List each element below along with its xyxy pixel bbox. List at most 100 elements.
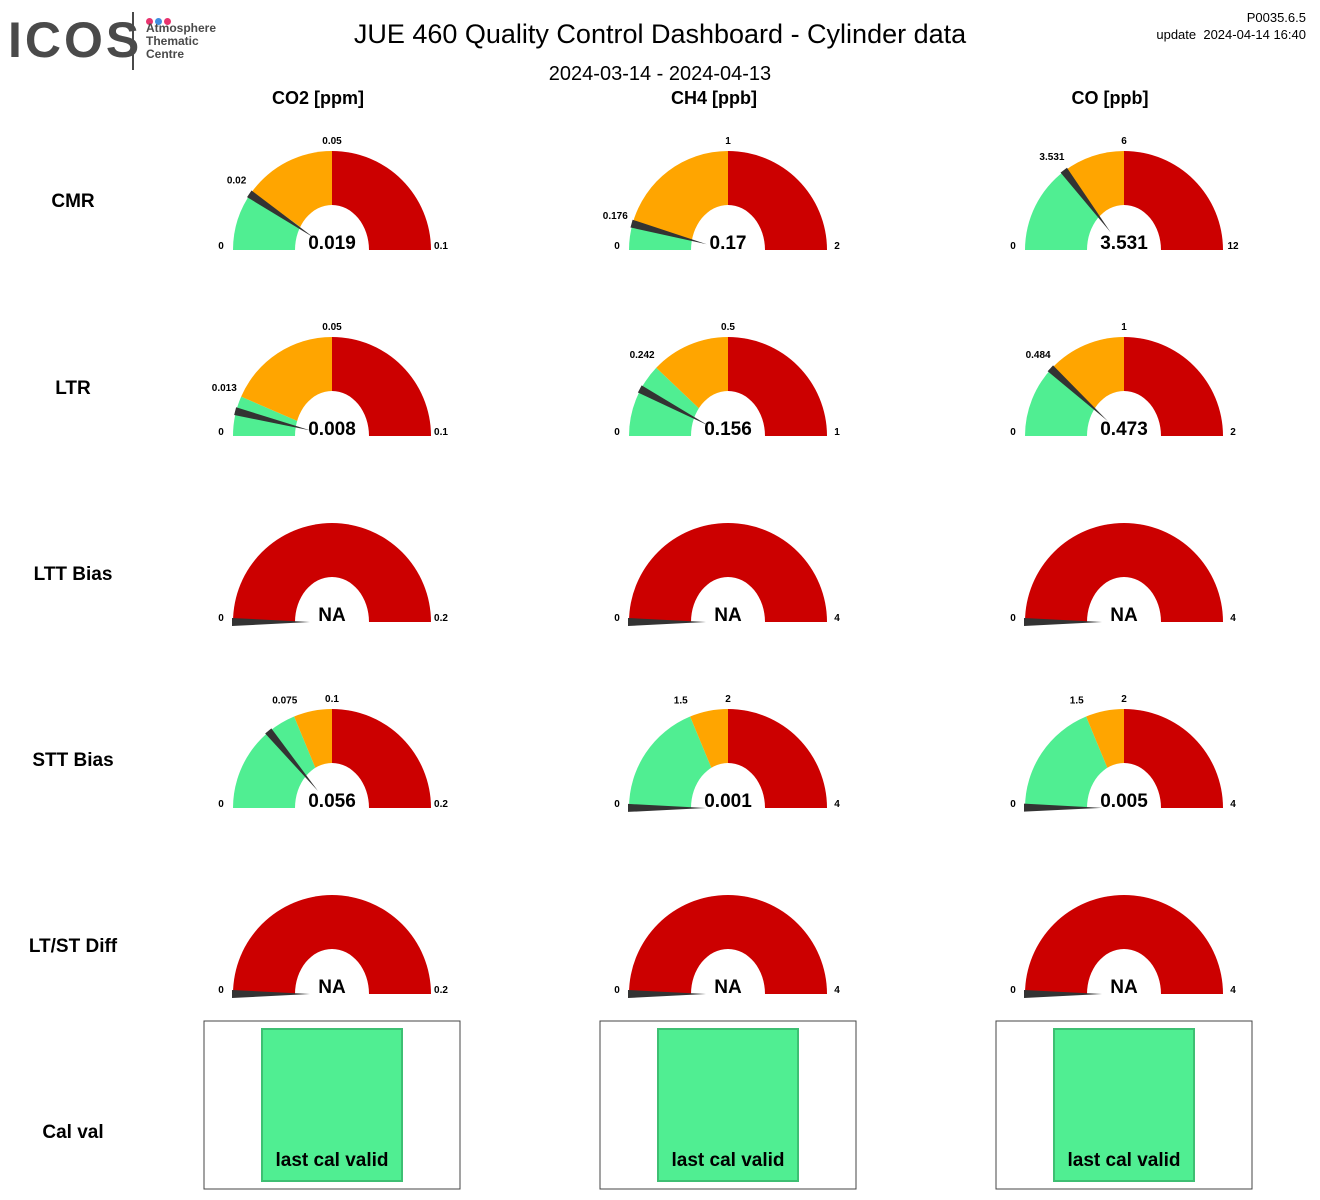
column-header: CO2 [ppm] [272,88,364,108]
gauge: 0 0.2 NA [218,523,448,667]
gauge-threshold-label: 0.176 [603,211,628,222]
gauge-hole [295,205,369,295]
gauge-threshold-label: 0.1 [325,694,339,705]
gauge-hole [1087,577,1161,667]
gauge-needle [628,618,706,626]
row-label: LTR [55,378,91,399]
gauge-min-label: 0 [614,427,620,438]
date-range: 2024-03-14 - 2024-04-13 [548,63,772,85]
gauge: 0 0.1 0.05 0.013 0.008 [212,322,448,481]
gauge-needle [628,990,706,998]
gauge-needle [1023,803,1103,812]
gauge-value: NA [714,605,742,626]
gauge: 0 4 NA [1010,523,1236,667]
gauge-value: NA [318,605,346,626]
gauge: 0 0.2 NA [218,895,448,1039]
page-title: JUE 460 Quality Control Dashboard - Cyli… [353,19,967,49]
gauge-min-label: 0 [218,985,224,996]
gauge-red-zone [233,523,431,622]
row-label: LT/ST Diff [29,936,118,957]
gauge-hole [1087,391,1161,481]
gauge-min-label: 0 [614,985,620,996]
gauge-hole [295,577,369,667]
gauge-min-label: 0 [1010,985,1016,996]
gauge-threshold-label: 0.013 [212,383,237,394]
gauge-threshold-label: 0.075 [272,696,297,707]
gauge-red-zone [1025,523,1223,622]
gauge-value: 3.531 [1100,233,1148,254]
gauge-needle [630,219,707,245]
gauge-hole [691,205,765,295]
gauge-value: NA [318,977,346,998]
gauge-threshold-label: 2 [1121,694,1127,705]
gauge-threshold-label: 0.5 [721,322,735,333]
gauge-hole [691,763,765,853]
cal-status-indicator [657,1028,799,1182]
gauge: 0 0.1 0.05 0.02 0.019 [218,136,448,295]
row-label: CMR [51,191,95,212]
gauge: 0 4 NA [614,523,840,667]
gauge-max-label: 4 [834,613,840,624]
gauge-needle [1060,167,1111,233]
logo-dot [164,18,171,25]
gauge: 0 4 NA [614,895,840,1039]
row-label: STT Bias [32,750,113,771]
gauge-hole [295,949,369,1039]
gauge-value: NA [714,977,742,998]
update-timestamp: update 2024-04-14 16:40 [1156,27,1306,42]
logo-wordmark: ICOS [8,12,143,68]
gauge-min-label: 0 [218,799,224,810]
gauge: 0 4 NA [1010,895,1236,1039]
gauge-max-label: 0.1 [434,241,448,252]
gauge: 0 0.2 0.1 0.075 0.056 [218,694,448,853]
gauge-min-label: 0 [614,241,620,252]
gauge-min-label: 0 [218,613,224,624]
gauge-needle [232,990,310,998]
gauge-needle [265,728,318,792]
gauge-value: NA [1110,977,1138,998]
gauge-threshold-label: 0.05 [322,136,342,147]
gauge-needle [234,407,311,431]
gauge-min-label: 0 [614,613,620,624]
gauge-max-label: 2 [834,241,840,252]
gauge-value: 0.001 [704,791,752,812]
column-header: CO [ppb] [1072,88,1149,108]
gauge-value: 0.156 [704,419,752,440]
gauge-max-label: 4 [1230,799,1236,810]
gauge-threshold-label: 1 [1121,322,1127,333]
cal-valid-panel: last cal valid [203,1020,461,1190]
row-label: LTT Bias [34,564,113,585]
gauge-threshold-label: 1 [725,136,731,147]
gauge-value: 0.008 [308,419,356,440]
gauge-threshold-label: 1.5 [1070,696,1084,707]
gauge-red-zone [629,895,827,994]
gauge-max-label: 4 [1230,613,1236,624]
gauge-hole [691,949,765,1039]
gauge-needle [247,190,314,238]
gauge-needle [1024,618,1102,626]
cal-status-label: last cal valid [671,1150,784,1171]
gauge-red-zone [233,895,431,994]
gauge-value: NA [1110,605,1138,626]
gauge-needle [637,385,709,426]
gauge-max-label: 4 [834,799,840,810]
logo-subtitle: Atmosphere Thematic Centre [146,22,216,61]
gauge-max-label: 0.2 [434,613,448,624]
gauge-hole [1087,763,1161,853]
gauge-hole [1087,949,1161,1039]
gauge-needle [1047,365,1108,422]
gauge-min-label: 0 [1010,427,1016,438]
cal-status-indicator [1053,1028,1195,1182]
gauge-threshold-label: 0.242 [630,350,655,361]
gauge-min-label: 0 [1010,799,1016,810]
logo-subtitle-line: Thematic [146,34,199,48]
gauge-threshold-label: 0.02 [227,176,247,187]
gauge-hole [691,391,765,481]
gauge-min-label: 0 [1010,241,1016,252]
logo-dot [155,18,162,25]
logo-divider [132,12,134,70]
gauge-min-label: 0 [218,241,224,252]
gauge-min-label: 0 [614,799,620,810]
logo-subtitle-line: Centre [146,47,185,61]
